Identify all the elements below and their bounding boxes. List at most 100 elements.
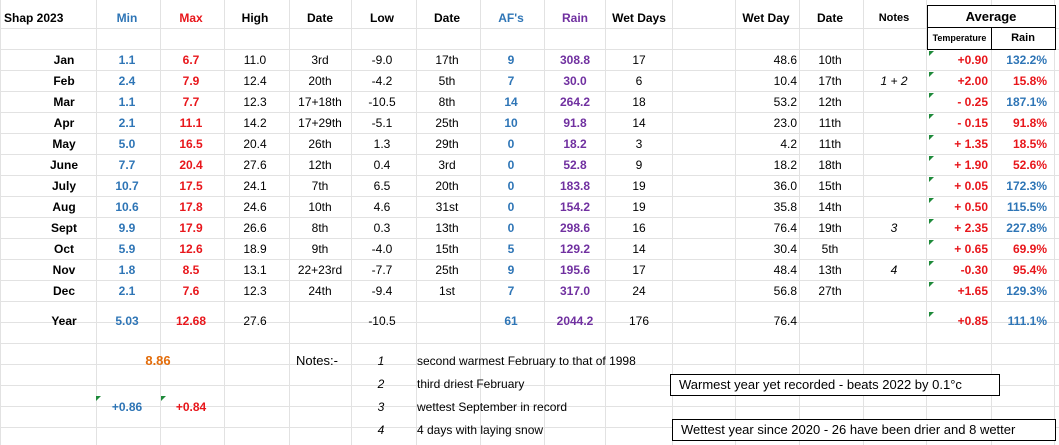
year-wet-days[interactable]: 176 xyxy=(628,314,650,328)
low-cell[interactable]: 6.5 xyxy=(373,179,391,193)
wet-day-cell[interactable]: 56.8 xyxy=(773,284,797,298)
rain-avg-cell[interactable]: 227.8% xyxy=(1006,221,1047,235)
low-date-cell[interactable]: 20th xyxy=(435,179,459,193)
header-rain[interactable]: Rain xyxy=(561,11,588,25)
min-cell[interactable]: 1.1 xyxy=(118,53,136,67)
afs-cell[interactable]: 14 xyxy=(504,95,518,109)
month-cell[interactable]: Oct xyxy=(53,242,74,256)
wet-day-date-cell[interactable]: 12th xyxy=(818,95,842,109)
note-cell[interactable]: 3 xyxy=(890,221,898,235)
month-cell[interactable]: Feb xyxy=(53,74,75,88)
wet-day-date-cell[interactable]: 19th xyxy=(818,221,842,235)
low-date-cell[interactable]: 25th xyxy=(435,116,459,130)
notes-label[interactable]: Notes:- xyxy=(296,353,338,368)
max-cell[interactable]: 6.7 xyxy=(182,53,200,67)
rain-cell[interactable]: 129.2 xyxy=(559,242,591,256)
wet-days-cell[interactable]: 17 xyxy=(632,263,646,277)
low-cell[interactable]: -4.0 xyxy=(371,242,393,256)
temp-avg-cell[interactable]: - 0.15 xyxy=(957,116,988,130)
low-cell[interactable]: 4.6 xyxy=(373,200,391,214)
rain-avg-cell[interactable]: 91.8% xyxy=(1012,116,1047,130)
wet-day-cell[interactable]: 53.2 xyxy=(773,95,797,109)
wet-day-cell[interactable]: 76.4 xyxy=(773,221,797,235)
low-cell[interactable]: -10.5 xyxy=(368,95,396,109)
rain-cell[interactable]: 264.2 xyxy=(559,95,591,109)
month-cell[interactable]: Mar xyxy=(53,95,75,109)
wet-days-cell[interactable]: 24 xyxy=(632,284,646,298)
temp-avg-cell[interactable]: + 0.05 xyxy=(954,179,988,193)
wet-day-cell[interactable]: 23.0 xyxy=(773,116,797,130)
high-date-cell[interactable]: 9th xyxy=(311,242,329,256)
wet-day-date-cell[interactable]: 10th xyxy=(818,53,842,67)
wet-day-date-cell[interactable]: 18th xyxy=(818,158,842,172)
afs-cell[interactable]: 0 xyxy=(507,158,515,172)
note-text[interactable]: 4 days with laying snow xyxy=(417,423,544,437)
temp-avg-cell[interactable]: + 2.35 xyxy=(954,221,988,235)
temp-avg-cell[interactable]: -0.30 xyxy=(960,263,988,277)
max-cell[interactable]: 11.1 xyxy=(179,116,203,130)
year-temp-avg[interactable]: +0.85 xyxy=(957,314,988,328)
high-date-cell[interactable]: 12th xyxy=(308,158,332,172)
note-cell[interactable] xyxy=(864,239,924,259)
temp-avg-cell[interactable]: +0.90 xyxy=(957,53,988,67)
low-date-cell[interactable]: 8th xyxy=(438,95,456,109)
wet-day-date-cell[interactable]: 14th xyxy=(818,200,842,214)
min-cell[interactable]: 1.8 xyxy=(118,263,136,277)
note-text[interactable]: second warmest February to that of 1998 xyxy=(417,354,636,368)
rain-avg-cell[interactable]: 95.4% xyxy=(1012,263,1047,277)
min-cell[interactable]: 1.1 xyxy=(118,95,136,109)
note-number[interactable]: 3 xyxy=(377,400,385,414)
header-average[interactable]: Average xyxy=(965,9,1017,24)
month-cell[interactable]: Sept xyxy=(50,221,77,235)
wet-day-date-cell[interactable]: 15th xyxy=(818,179,842,193)
wet-days-cell[interactable]: 17 xyxy=(632,53,646,67)
wet-days-cell[interactable]: 6 xyxy=(635,74,643,88)
low-date-cell[interactable]: 29th xyxy=(435,137,459,151)
header-temperature[interactable]: Temperature xyxy=(932,33,987,43)
afs-cell[interactable]: 9 xyxy=(507,53,515,67)
year-wet-day[interactable]: 76.4 xyxy=(773,314,797,328)
min-anomaly[interactable]: +0.86 xyxy=(111,400,143,414)
high-cell[interactable]: 14.2 xyxy=(243,116,267,130)
wet-day-date-cell[interactable]: 17th xyxy=(818,74,842,88)
wet-day-cell[interactable]: 18.2 xyxy=(773,158,797,172)
month-cell[interactable]: Aug xyxy=(52,200,76,214)
temp-avg-cell[interactable]: + 1.90 xyxy=(954,158,988,172)
temp-avg-cell[interactable]: +1.65 xyxy=(957,284,988,298)
warmest-year-callout[interactable]: Warmest year yet recorded - beats 2022 b… xyxy=(670,374,1000,396)
min-cell[interactable]: 10.7 xyxy=(115,179,139,193)
high-cell[interactable]: 11.0 xyxy=(243,53,267,67)
low-date-cell[interactable]: 5th xyxy=(438,74,456,88)
note-number[interactable]: 1 xyxy=(377,354,385,368)
afs-cell[interactable]: 0 xyxy=(507,221,515,235)
month-cell[interactable]: Apr xyxy=(53,116,75,130)
year-rain-avg[interactable]: 111.1% xyxy=(1007,314,1047,328)
wet-day-date-cell[interactable]: 13th xyxy=(818,263,842,277)
header-min[interactable]: Min xyxy=(116,11,138,25)
min-cell[interactable]: 7.7 xyxy=(118,158,136,172)
high-cell[interactable]: 24.6 xyxy=(243,200,267,214)
header-high[interactable]: High xyxy=(241,11,269,25)
min-cell[interactable]: 2.4 xyxy=(118,74,136,88)
header-afs[interactable]: AF's xyxy=(498,11,524,25)
wet-day-cell[interactable]: 35.8 xyxy=(773,200,797,214)
afs-cell[interactable]: 9 xyxy=(507,263,515,277)
rain-avg-cell[interactable]: 15.8% xyxy=(1012,74,1047,88)
low-cell[interactable]: -9.4 xyxy=(371,284,393,298)
high-date-cell[interactable]: 22+23rd xyxy=(297,263,343,277)
low-cell[interactable]: -4.2 xyxy=(371,74,393,88)
wet-days-cell[interactable]: 3 xyxy=(635,137,643,151)
note-text[interactable]: third driest February xyxy=(417,377,525,391)
month-cell[interactable]: Dec xyxy=(52,284,75,298)
high-cell[interactable]: 12.3 xyxy=(243,284,267,298)
wet-days-cell[interactable]: 9 xyxy=(635,158,643,172)
low-cell[interactable]: -7.7 xyxy=(371,263,393,277)
month-cell[interactable]: Jan xyxy=(53,53,75,67)
year-rain[interactable]: 2044.2 xyxy=(556,314,594,328)
rain-cell[interactable]: 30.0 xyxy=(563,74,587,88)
rain-cell[interactable]: 91.8 xyxy=(563,116,587,130)
high-cell[interactable]: 24.1 xyxy=(243,179,267,193)
afs-cell[interactable]: 0 xyxy=(507,179,515,193)
note-cell[interactable]: 1 + 2 xyxy=(880,74,908,88)
wet-days-cell[interactable]: 19 xyxy=(632,179,646,193)
